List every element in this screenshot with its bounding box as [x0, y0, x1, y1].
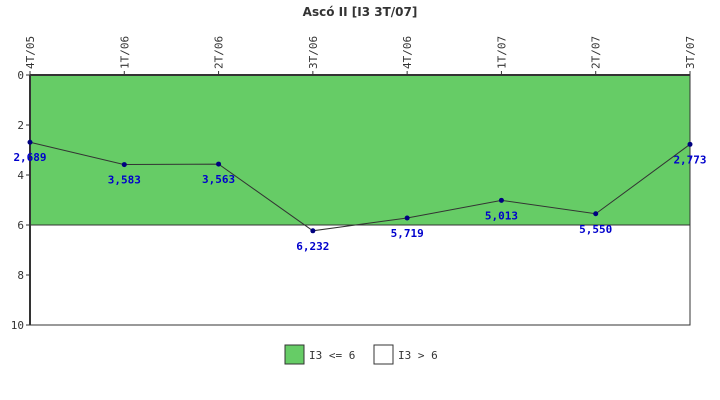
legend-item: I3 <= 6 — [284, 344, 355, 365]
x-tick-label: 2T/07 — [590, 36, 603, 69]
legend-swatch — [284, 344, 305, 365]
series-line — [29, 141, 691, 232]
y-tick-label: 10 — [11, 319, 24, 332]
y-tick-label: 8 — [17, 269, 24, 282]
data-label: 2,689 — [13, 151, 46, 164]
legend-swatch — [373, 344, 394, 365]
data-label: 6,232 — [296, 240, 329, 253]
x-tick-label: 4T/06 — [401, 36, 414, 69]
legend-label: I3 > 6 — [398, 349, 438, 362]
data-label: 5,013 — [485, 209, 518, 222]
x-tick-label: 2T/06 — [213, 36, 226, 69]
data-label: 3,583 — [108, 174, 141, 187]
data-point — [27, 139, 33, 145]
y-tick-label: 6 — [17, 219, 24, 232]
legend-label: I3 <= 6 — [309, 349, 355, 362]
band-exceeded — [30, 225, 690, 325]
x-tick-label: 3T/07 — [684, 36, 697, 69]
y-axis: 0 2 4 6 8 10 — [11, 69, 30, 332]
y-tick-label: 4 — [17, 169, 24, 182]
x-tick-label: 4T/05 — [24, 36, 37, 69]
data-point — [216, 161, 222, 167]
data-label: 5,550 — [579, 223, 612, 236]
data-label: 2,773 — [673, 153, 706, 166]
chart-title: Ascó II [I3 3T/07] — [303, 5, 418, 19]
y-tick-label: 2 — [17, 119, 24, 132]
series-layer — [27, 139, 693, 234]
x-tick-label: 3T/06 — [307, 36, 320, 69]
x-axis: 4T/05 1T/06 2T/06 3T/06 4T/06 1T/07 2T/07 3T/07 — [24, 36, 697, 75]
data-point — [498, 197, 504, 203]
data-point — [593, 211, 599, 217]
bands-layer — [30, 75, 690, 325]
data-label: 5,719 — [391, 227, 424, 240]
legend: I3 <= 6 I3 > 6 — [284, 344, 438, 365]
data-label: 3,563 — [202, 173, 235, 186]
x-tick-label: 1T/07 — [495, 36, 508, 69]
legend-item: I3 > 6 — [373, 344, 438, 365]
data-point — [121, 162, 127, 168]
plot-frame — [29, 74, 691, 326]
y-tick-label: 0 — [17, 69, 24, 82]
data-point — [687, 141, 693, 147]
data-point — [310, 228, 316, 234]
data-point — [404, 215, 410, 221]
data-labels: 2,689 3,583 3,563 6,232 5,719 5,013 5,550 2,773 — [13, 151, 706, 253]
band-ok — [30, 75, 690, 225]
x-tick-label: 1T/06 — [118, 36, 131, 69]
